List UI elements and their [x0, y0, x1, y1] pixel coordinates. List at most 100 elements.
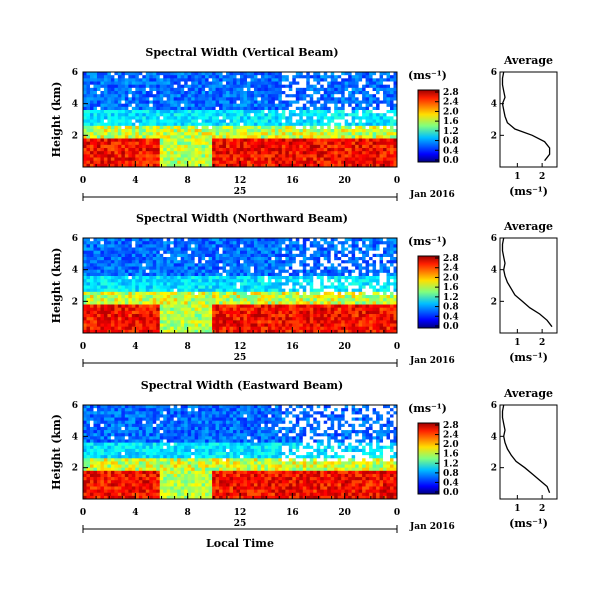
heatmap-cell — [358, 141, 363, 146]
heatmap-cell — [194, 269, 199, 274]
heatmap-cell — [229, 113, 234, 117]
heatmap-cell — [138, 119, 143, 124]
heatmap-cell — [215, 160, 220, 165]
heatmap-cell — [208, 329, 213, 334]
heatmap-cell — [86, 241, 91, 245]
heatmap-cell — [302, 144, 307, 149]
heatmap-cell — [393, 160, 398, 165]
heatmap-cell — [313, 314, 318, 318]
heatmap-cell — [323, 295, 328, 299]
heatmap-cell — [215, 141, 220, 146]
heatmap-cell — [100, 91, 105, 95]
heatmap-cell — [264, 122, 269, 127]
heatmap-cell — [226, 122, 230, 127]
heatmap-cell — [271, 72, 276, 76]
heatmap-cell — [243, 295, 248, 299]
heatmap-cell — [222, 247, 227, 252]
heatmap-cell — [260, 154, 265, 158]
heatmap-cell — [243, 260, 248, 264]
heatmap-cell — [288, 103, 293, 108]
heatmap-cell — [306, 106, 311, 111]
heatmap-cell — [323, 276, 328, 280]
heatmap-cell — [330, 106, 335, 111]
heatmap-cell — [156, 160, 161, 165]
heatmap-cell — [194, 87, 199, 92]
heatmap-cell — [107, 282, 112, 286]
heatmap-cell — [344, 148, 349, 152]
heatmap-cell — [173, 247, 178, 252]
heatmap-cell — [260, 106, 265, 111]
heatmap-cell — [260, 301, 265, 305]
heatmap-cell — [243, 282, 248, 286]
heatmap-cell — [313, 160, 318, 165]
heatmap-cell — [243, 307, 248, 312]
colorbar-label: 2.4 — [443, 98, 459, 108]
heatmap-cell — [278, 141, 283, 146]
heatmap-cell — [337, 91, 342, 95]
heatmap-cell — [229, 84, 234, 89]
heatmap-cell — [187, 113, 192, 117]
heatmap-cell — [309, 295, 314, 299]
heatmap-cell — [358, 148, 363, 152]
heatmap-cell — [159, 84, 164, 89]
heatmap-cell — [264, 238, 269, 242]
heatmap-cell — [316, 116, 321, 120]
heatmap-cell — [341, 97, 346, 101]
heatmap-cell — [103, 135, 108, 139]
heatmap-cell — [83, 314, 87, 318]
heatmap-cell — [93, 279, 98, 283]
heatmap-cell — [219, 160, 223, 165]
heatmap-cell — [222, 288, 227, 293]
heatmap-cell — [198, 151, 203, 155]
heatmap-cell — [180, 122, 185, 127]
heatmap-cell — [117, 241, 122, 245]
heatmap-cell — [205, 94, 209, 98]
heatmap-cell — [191, 241, 196, 245]
heatmap-cell — [170, 276, 175, 280]
heatmap-cell — [372, 148, 377, 152]
heatmap-cell — [83, 141, 87, 146]
heatmap-cell — [233, 141, 237, 146]
heatmap-cell — [117, 110, 122, 114]
heatmap-cell — [100, 250, 105, 255]
heatmap-cell — [295, 129, 300, 133]
heatmap-cell — [114, 135, 119, 139]
heatmap-cell — [96, 75, 101, 79]
heatmap-cell — [393, 151, 398, 155]
heatmap-cell — [327, 132, 332, 136]
heatmap-cell — [215, 110, 220, 114]
heatmap-cell — [121, 317, 126, 321]
heatmap-cell — [390, 119, 394, 124]
heatmap-cell — [267, 72, 272, 76]
heatmap-cell — [330, 110, 335, 114]
heatmap-cell — [253, 307, 258, 312]
heatmap-cell — [121, 148, 126, 152]
heatmap-cell — [222, 72, 227, 76]
heatmap-cell — [166, 329, 171, 334]
heatmap-cell — [278, 317, 283, 321]
heatmap-cell — [128, 238, 133, 242]
heatmap-cell — [306, 326, 311, 331]
heatmap-cell — [191, 320, 196, 324]
heatmap-cell — [222, 260, 227, 264]
heatmap-cell — [226, 154, 230, 158]
heatmap-cell — [246, 304, 251, 309]
heatmap-cell — [177, 288, 182, 293]
heatmap-cell — [128, 78, 133, 82]
heatmap-cell — [285, 247, 290, 252]
heatmap-cell — [253, 138, 258, 143]
heatmap-cell — [376, 148, 380, 152]
heatmap-cell — [89, 138, 94, 143]
heatmap-cell — [323, 260, 328, 264]
heatmap-cell — [205, 97, 209, 101]
heatmap-cell — [149, 301, 154, 305]
heatmap-cell — [208, 276, 213, 280]
heatmap-cell — [103, 317, 108, 321]
heatmap-cell — [302, 247, 307, 252]
heatmap-cell — [205, 304, 209, 309]
heatmap-cell — [180, 269, 185, 274]
heatmap-cell — [86, 157, 91, 162]
heatmap-cell — [198, 329, 203, 334]
heatmap-cell — [83, 110, 87, 114]
heatmap-cell — [152, 151, 157, 155]
